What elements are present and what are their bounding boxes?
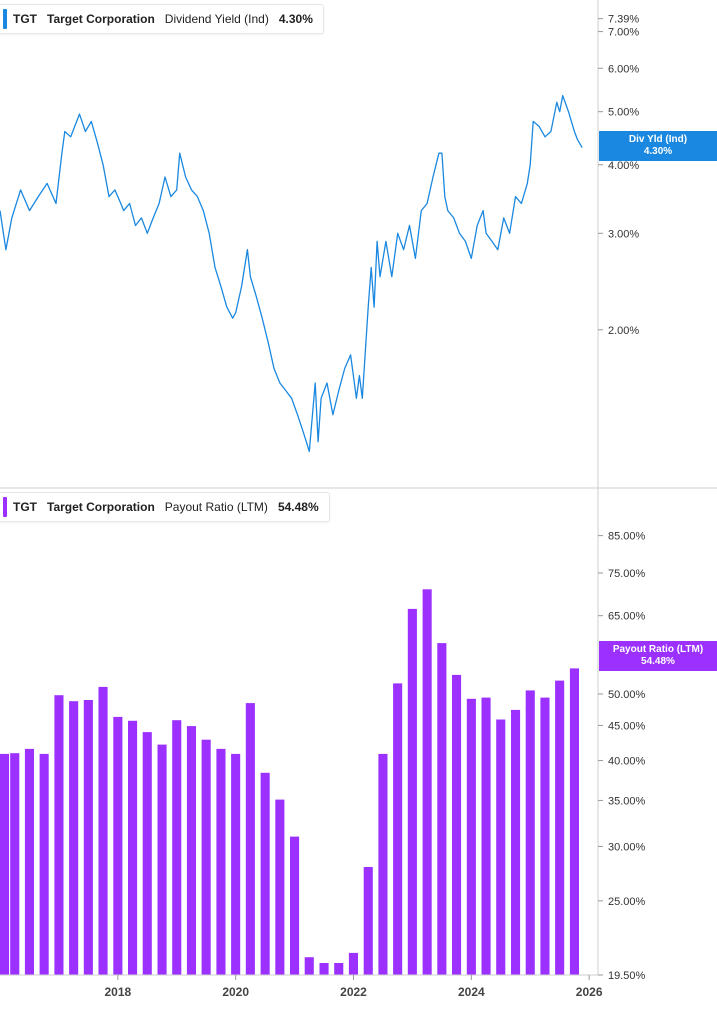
- x-tick-label: 2018: [104, 985, 131, 999]
- payout-ratio-bar[interactable]: [348, 952, 358, 975]
- payout-ratio-bar[interactable]: [172, 720, 182, 975]
- y-tick-label: 3.00%: [608, 228, 639, 240]
- payout-ratio-bar[interactable]: [0, 753, 10, 975]
- x-tick-label: 2024: [458, 985, 485, 999]
- badge-value: 4.30%: [643, 146, 673, 157]
- payout-ratio-legend[interactable]: TGT Target Corporation Payout Ratio (LTM…: [0, 492, 330, 522]
- payout-ratio-bar[interactable]: [290, 836, 300, 975]
- payout-ratio-bar[interactable]: [363, 867, 373, 975]
- payout-ratio-bar[interactable]: [142, 732, 152, 975]
- y-tick-label: 19.50%: [608, 970, 646, 982]
- payout-ratio-bar[interactable]: [466, 698, 476, 975]
- payout-ratio-bar[interactable]: [128, 720, 138, 975]
- payout-ratio-bar[interactable]: [304, 957, 314, 975]
- y-tick-label: 6.00%: [608, 63, 639, 75]
- legend-ticker: TGT: [13, 12, 37, 26]
- payout-ratio-bar[interactable]: [334, 963, 344, 975]
- payout-ratio-bar[interactable]: [540, 697, 550, 975]
- legend-value: 54.48%: [277, 500, 319, 514]
- y-tick-label: 85.00%: [608, 531, 646, 543]
- payout-ratio-bar[interactable]: [113, 716, 123, 975]
- payout-ratio-bar[interactable]: [555, 680, 565, 975]
- payout-ratio-panel: [0, 589, 579, 975]
- legend-company: Target Corporation: [47, 12, 155, 26]
- payout-ratio-bar[interactable]: [186, 726, 196, 975]
- payout-ratio-bar[interactable]: [525, 690, 535, 975]
- payout-ratio-bar[interactable]: [260, 772, 270, 975]
- payout-ratio-bar[interactable]: [245, 703, 255, 975]
- payout-ratio-bar[interactable]: [422, 589, 432, 975]
- payout-ratio-bar[interactable]: [569, 668, 579, 975]
- payout-ratio-bar[interactable]: [496, 719, 506, 976]
- payout-ratio-bar[interactable]: [378, 753, 388, 975]
- y-tick-label: 30.00%: [608, 841, 646, 853]
- current-dividend-yield-badge: Div Yld (Ind) 4.30%: [599, 131, 717, 161]
- y-tick-label: 45.00%: [608, 720, 646, 732]
- badge-value: 54.48%: [641, 656, 675, 667]
- x-tick-label: 2022: [340, 985, 367, 999]
- payout-ratio-bar[interactable]: [481, 697, 491, 975]
- y-tick-label: 4.00%: [608, 160, 639, 172]
- y-tick-label: 75.00%: [608, 568, 646, 580]
- legend-metric: Dividend Yield (Ind): [164, 12, 269, 26]
- payout-ratio-bar[interactable]: [393, 683, 403, 975]
- payout-ratio-bar[interactable]: [407, 608, 417, 975]
- series-color-swatch: [3, 9, 7, 29]
- dividend-yield-line: [0, 94, 583, 453]
- current-payout-ratio-badge: Payout Ratio (LTM) 54.48%: [599, 641, 717, 671]
- payout-ratio-bar[interactable]: [319, 963, 329, 975]
- payout-ratio-bar[interactable]: [157, 744, 167, 975]
- payout-ratio-bar[interactable]: [511, 709, 521, 975]
- y-tick-label: 7.39%: [608, 14, 639, 26]
- legend-company: Target Corporation: [47, 500, 155, 514]
- payout-ratio-bar[interactable]: [216, 748, 226, 975]
- y-tick-label: 7.00%: [608, 27, 639, 39]
- payout-ratio-bar[interactable]: [10, 753, 20, 975]
- legend-value: 4.30%: [278, 12, 313, 26]
- y-tick-label: 35.00%: [608, 795, 646, 807]
- series-color-swatch: [3, 497, 7, 517]
- badge-label: Payout Ratio (LTM): [612, 644, 704, 655]
- payout-ratio-bar[interactable]: [437, 643, 447, 975]
- payout-ratio-bar[interactable]: [98, 686, 108, 975]
- legend-metric: Payout Ratio (LTM): [164, 500, 268, 514]
- payout-ratio-bar[interactable]: [83, 700, 93, 975]
- payout-ratio-bar[interactable]: [54, 695, 64, 975]
- x-tick-label: 2026: [576, 985, 603, 999]
- y-tick-label: 2.00%: [608, 325, 639, 337]
- badge-label: Div Yld (Ind): [628, 134, 688, 145]
- dividend-yield-panel: [0, 94, 583, 453]
- payout-ratio-bar[interactable]: [69, 701, 79, 975]
- payout-ratio-bar[interactable]: [275, 799, 285, 975]
- legend-ticker: TGT: [13, 500, 37, 514]
- payout-ratio-bar[interactable]: [24, 748, 34, 975]
- y-tick-label: 50.00%: [608, 689, 646, 701]
- payout-ratio-bar[interactable]: [231, 753, 241, 975]
- x-tick-label: 2020: [222, 985, 249, 999]
- payout-ratio-bar[interactable]: [39, 753, 49, 975]
- y-tick-label: 5.00%: [608, 107, 639, 119]
- y-tick-label: 25.00%: [608, 896, 646, 908]
- y-tick-label: 40.00%: [608, 756, 646, 768]
- y-tick-label: 65.00%: [608, 611, 646, 623]
- payout-ratio-bar[interactable]: [201, 739, 211, 975]
- dividend-yield-legend[interactable]: TGT Target Corporation Dividend Yield (I…: [0, 4, 324, 34]
- payout-ratio-bar[interactable]: [452, 674, 462, 975]
